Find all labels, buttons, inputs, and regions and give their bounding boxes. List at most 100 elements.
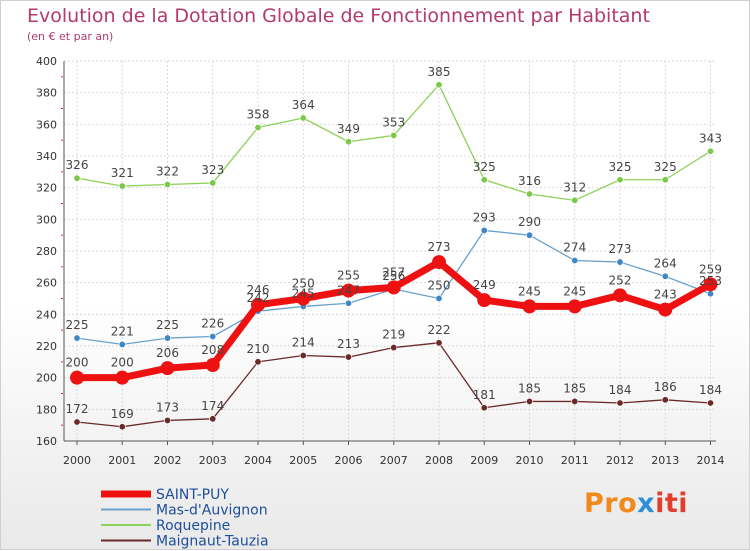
data-label: 206 [156,346,179,360]
x-tick-label: 2010 [516,454,544,467]
data-label: 184 [609,383,632,397]
data-point [254,124,262,132]
x-tick-label: 2002 [154,454,182,467]
data-label: 325 [473,160,496,174]
data-label: 349 [337,122,360,136]
data-point [435,339,443,347]
data-label: 325 [609,160,632,174]
data-label: 252 [609,273,632,287]
x-tick-label: 2004 [244,454,272,467]
data-label: 385 [428,65,451,79]
data-point [432,255,446,270]
y-tick-label: 400 [36,55,57,68]
data-label: 225 [156,318,179,332]
data-label: 273 [609,242,632,256]
data-point [115,370,130,385]
axes: 160 180 200 220 240 260 280 300 320 340 360 380 400 2… [36,55,725,467]
legend-label: Maignaut-Tauzia [156,534,269,550]
logo-part-3: iti [655,488,688,519]
data-label: 210 [247,342,270,356]
data-point [209,332,217,340]
x-tick-label: 2000 [63,454,91,467]
data-point [386,280,401,295]
x-tick-label: 2012 [606,454,634,467]
x-tick-label: 2008 [425,454,453,467]
data-point [706,399,714,407]
data-point [706,147,714,155]
data-label: 322 [156,165,179,179]
proxiti-logo: Proxiti [584,488,688,519]
data-point [341,283,356,298]
data-label: 185 [563,381,586,395]
y-tick-label: 300 [36,213,57,226]
data-point [390,344,398,352]
x-tick-label: 2005 [289,454,317,467]
data-point [73,418,81,426]
data-point [522,299,537,314]
data-label: 249 [473,278,496,292]
data-point [254,358,262,366]
data-point [616,258,624,266]
x-tick-label: 2013 [651,454,679,467]
data-label: 293 [473,210,496,224]
data-label: 186 [654,380,677,394]
data-point [706,290,714,298]
data-label: 169 [111,407,134,421]
data-point [299,351,307,359]
data-point [525,397,533,405]
data-label: 247 [337,283,360,297]
data-point [480,404,488,412]
data-point [160,361,175,376]
series-lines [70,81,718,431]
logo-part-1: Pro [584,488,638,519]
data-point [296,291,311,306]
x-tick-label: 2014 [697,454,725,467]
data-point [73,174,81,182]
legend: SAINT-PUYMas-d'AuvignonRoquepineMaignaut… [101,487,269,550]
data-label: 242 [247,291,270,305]
legend-label: SAINT-PUY [156,487,229,503]
data-label: 245 [518,284,541,298]
data-point [344,299,352,307]
data-label: 321 [111,166,134,180]
data-point [525,231,533,239]
data-label: 225 [66,318,89,332]
data-point [118,340,126,348]
x-tick-label: 2009 [470,454,498,467]
x-tick-label: 2001 [108,454,136,467]
data-label: 358 [247,108,270,122]
data-point [70,370,84,385]
y-tick-label: 180 [36,403,57,416]
data-point [209,179,217,187]
data-label: 184 [699,383,722,397]
data-point [164,181,172,189]
data-point [571,397,579,405]
data-point [73,334,81,342]
data-label: 181 [473,388,496,402]
data-label: 173 [156,400,179,414]
data-label: 221 [111,324,134,338]
data-point [658,302,673,317]
data-label: 264 [654,256,677,270]
data-label: 219 [382,328,405,342]
data-point [344,353,352,361]
data-point [616,399,624,407]
data-label: 343 [699,131,722,145]
data-label: 200 [66,356,89,370]
data-point [209,415,217,423]
data-label: 226 [201,317,224,331]
y-tick-label: 240 [36,308,57,321]
y-tick-label: 320 [36,182,57,195]
x-tick-label: 2011 [561,454,589,467]
x-tick-label: 2003 [199,454,227,467]
data-point [477,293,492,308]
data-label: 250 [428,279,451,293]
chart-subtitle: (en € et par an) [27,30,114,43]
data-label: 256 [382,269,405,283]
data-label: 259 [699,262,722,276]
data-label: 323 [201,163,224,177]
data-point [480,176,488,184]
data-point [164,416,172,424]
